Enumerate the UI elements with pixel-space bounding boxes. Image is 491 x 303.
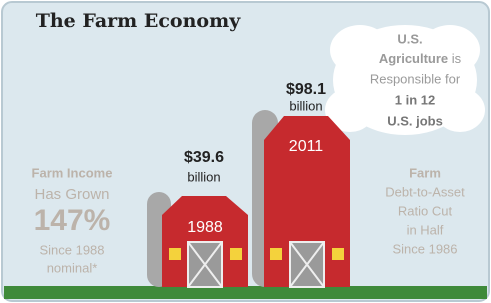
cloud-text: is bbox=[452, 51, 462, 66]
left-text: Since 1988 bbox=[39, 242, 104, 257]
cloud-text: 1 in 12 bbox=[395, 92, 435, 107]
left-text: 147% bbox=[34, 204, 111, 237]
barn-unit: billion bbox=[289, 98, 322, 113]
barn-2011 bbox=[252, 110, 350, 287]
barn-1988 bbox=[147, 192, 248, 287]
left-text: Has Grown bbox=[34, 186, 109, 203]
cloud-text: Responsible for bbox=[370, 71, 461, 86]
ground bbox=[4, 286, 487, 299]
cloud-text: Agriculture is bbox=[379, 51, 462, 66]
barn-unit: billion bbox=[187, 169, 220, 184]
cloud-text: U.S. bbox=[397, 31, 422, 46]
left-text: Farm Income bbox=[32, 165, 113, 180]
barn-value: $98.1 bbox=[286, 81, 326, 98]
cloud-text: Agriculture bbox=[379, 51, 448, 66]
barn-value: $39.6 bbox=[184, 149, 224, 166]
right-text: Debt-to-Asset bbox=[385, 184, 465, 199]
right-text: Since 1986 bbox=[392, 241, 457, 256]
left-text: nominal* bbox=[47, 260, 98, 275]
right-text: Ratio Cut bbox=[398, 203, 453, 218]
cloud-text: U.S. jobs bbox=[387, 113, 443, 128]
infographic: The Farm Economy U.S. Agriculture is Res… bbox=[0, 0, 491, 303]
barn-year: 1988 bbox=[187, 219, 223, 236]
barn-year: 2011 bbox=[289, 138, 324, 155]
right-text: in Half bbox=[407, 222, 444, 237]
right-text: Farm bbox=[409, 165, 441, 180]
title: The Farm Economy bbox=[36, 10, 241, 32]
